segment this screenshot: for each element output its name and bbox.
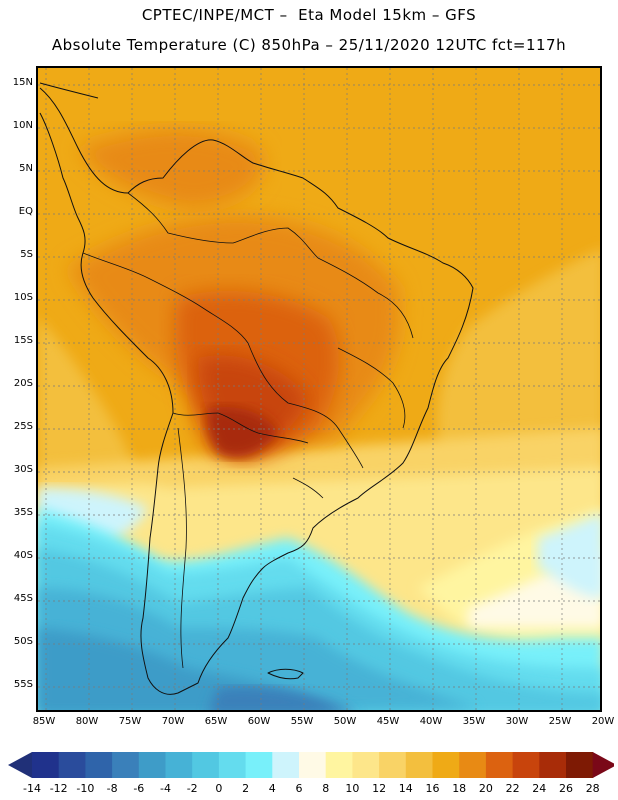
colorbar-tick-label: -4 <box>160 782 171 795</box>
colorbar-tick-label: 26 <box>559 782 573 795</box>
latitude-label: 50S <box>13 636 33 647</box>
colorbar-tick-label: -8 <box>106 782 118 795</box>
latitude-label: 15S <box>13 335 33 346</box>
colorbar-tick-label: 10 <box>345 782 360 795</box>
colorbar-tick-label: 20 <box>478 782 493 795</box>
colorbar-tick-label: 24 <box>532 782 547 795</box>
latitude-label: 15N <box>12 77 33 88</box>
band-24-26 <box>207 406 278 457</box>
latitude-label: 5S <box>20 249 33 260</box>
latitude-label: EQ <box>18 206 33 217</box>
colorbar-swatch <box>218 752 247 778</box>
temperature-bands <box>38 68 600 710</box>
colorbar-tick-label: 16 <box>425 782 440 795</box>
longitude-label: 20W <box>591 716 615 727</box>
longitude-label: 40W <box>419 716 443 727</box>
colorbar-swatch <box>325 752 353 778</box>
longitude-label: 50W <box>333 716 357 727</box>
latitude-label: 5N <box>19 163 33 174</box>
longitude-label: 30W <box>505 716 529 727</box>
colorbar-swatch <box>299 752 327 778</box>
latitude-label: 10N <box>12 120 33 131</box>
longitude-label: 25W <box>548 716 572 727</box>
colorbar-tick-label: -10 <box>76 782 95 795</box>
longitude-label: 75W <box>118 716 142 727</box>
border-bolivia-paraguay <box>247 342 364 469</box>
longitude-label: 55W <box>290 716 314 727</box>
colorbar-swatch <box>112 752 140 778</box>
colorbar-tick-label: -12 <box>49 782 68 795</box>
band-4-6-east <box>538 514 600 598</box>
longitude-label: 80W <box>75 716 99 727</box>
temperature-field-svg <box>38 68 600 710</box>
colorbar <box>8 752 614 778</box>
latitude-label: 55S <box>13 679 33 690</box>
colorbar-swatch <box>85 752 113 778</box>
latitude-label: 25S <box>13 421 33 432</box>
longitude-label: 65W <box>204 716 228 727</box>
border-peru-brazil <box>82 252 249 344</box>
graticule <box>38 68 600 710</box>
colorbar-tick-label: 0 <box>215 782 223 795</box>
central-america-coast <box>39 82 99 99</box>
south-america-coast <box>39 87 474 695</box>
colorbar-high-arrow <box>592 752 614 778</box>
colorbar-tick-label: -2 <box>186 782 198 795</box>
colorbar-swatch <box>379 752 407 778</box>
colorbar-tick-label: 2 <box>242 782 250 795</box>
colorbar-swatch <box>192 752 220 778</box>
temperature-map <box>36 66 602 712</box>
colorbar-tick-label: 4 <box>268 782 276 795</box>
colorbar-swatch <box>272 752 300 778</box>
colorbar-tick-label: 18 <box>452 782 467 795</box>
coastlines <box>39 82 474 695</box>
longitude-label: 60W <box>247 716 271 727</box>
band-minus8-minus6 <box>209 686 350 710</box>
longitude-label: 85W <box>32 716 56 727</box>
border-uruguay <box>292 477 324 499</box>
latitude-label: 35S <box>13 507 33 518</box>
colorbar-swatch <box>512 752 540 778</box>
latitude-label: 45S <box>13 593 33 604</box>
border-colombia-venezuela <box>127 192 319 259</box>
latitude-label: 20S <box>13 378 33 389</box>
band-14-16-pacific <box>38 318 148 508</box>
colorbar-tick-label: 14 <box>398 782 413 795</box>
border-argentina-north <box>172 412 309 444</box>
colorbar-swatch <box>459 752 487 778</box>
border-brazil-states <box>317 257 414 339</box>
border-chile-argentina <box>177 427 187 669</box>
colorbar-swatch <box>539 752 567 778</box>
colorbar-swatch <box>405 752 433 778</box>
chart-title-line-2: Absolute Temperature (C) 850hPa – 25/11/… <box>51 36 567 54</box>
colorbar-swatch <box>138 752 166 778</box>
colorbar-tick-label: 22 <box>505 782 520 795</box>
colorbar-tick-label: 28 <box>585 782 600 795</box>
colorbar-swatch <box>32 752 60 778</box>
longitude-label: 70W <box>161 716 185 727</box>
longitude-label: 35W <box>462 716 486 727</box>
chart-title-line-1: CPTEC/INPE/MCT – Eta Model 15km – GFS <box>141 6 477 24</box>
colorbar-swatch <box>352 752 380 778</box>
colorbar-tick-label: -6 <box>133 782 145 795</box>
longitude-label: 45W <box>376 716 400 727</box>
colorbar-swatch <box>165 752 193 778</box>
colorbar-low-arrow <box>8 752 32 778</box>
latitude-label: 30S <box>13 464 33 475</box>
border-brazil-states-2 <box>337 347 406 429</box>
colorbar-swatch <box>485 752 514 778</box>
colorbar-tick-label: 12 <box>372 782 387 795</box>
colorbar-swatch <box>58 752 86 778</box>
colorbar-tick-label: 6 <box>295 782 303 795</box>
colorbar-swatch <box>245 752 273 778</box>
colorbar-tick-label: 8 <box>322 782 330 795</box>
latitude-label: 40S <box>13 550 33 561</box>
colorbar-tick-label: -14 <box>23 782 41 795</box>
colorbar-swatch <box>566 752 594 778</box>
latitude-label: 10S <box>13 292 33 303</box>
country-borders <box>82 192 414 669</box>
falkland-islands <box>267 668 304 680</box>
colorbar-swatch <box>432 752 460 778</box>
